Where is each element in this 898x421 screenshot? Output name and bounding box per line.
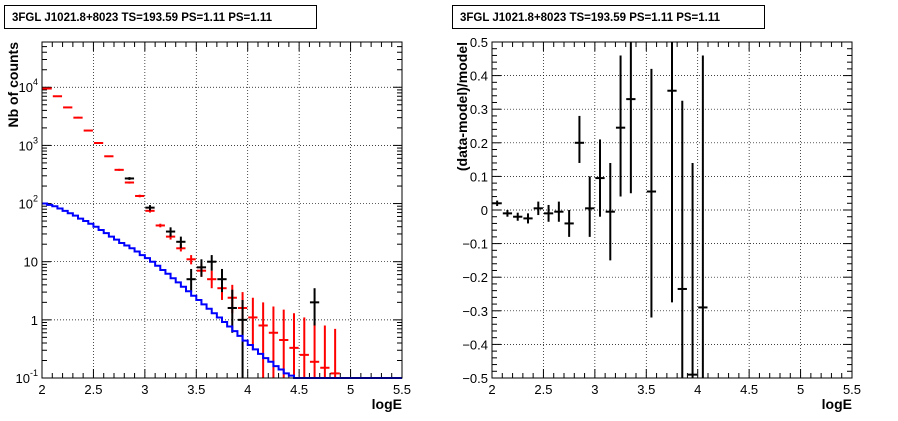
model-step-line xyxy=(42,202,402,379)
data-point xyxy=(145,205,155,211)
y-tick-label: 0.4 xyxy=(470,69,488,84)
data-point xyxy=(268,306,279,378)
data-point xyxy=(320,325,330,378)
x-tick-label: 2.5 xyxy=(84,382,102,397)
x-tick-label: 4 xyxy=(244,382,251,397)
data-point xyxy=(217,268,227,293)
x-tick-label: 3.5 xyxy=(637,382,655,397)
counts-plot: 2 2.5 3 3.5 4 4.5 5 5.5 10-1 1 10 102 103 104 logE Nb o… xyxy=(5,41,411,412)
y-axis-label: (data-model)/model xyxy=(454,42,470,171)
y-tick-label: −0.3 xyxy=(462,304,488,319)
plot-frame xyxy=(41,41,403,379)
data-point xyxy=(289,313,299,378)
data-point xyxy=(492,200,502,206)
data-point xyxy=(533,201,543,216)
data-point xyxy=(196,259,207,277)
left-plot-title: 3FGL J1021.8+8023 TS=193.59 PS=1.11 PS=1… xyxy=(4,5,317,29)
data-point xyxy=(299,317,309,378)
y-axis-label: Nb of counts xyxy=(5,42,21,128)
data-point xyxy=(585,176,595,237)
x-tick-label: 4.5 xyxy=(290,382,308,397)
y-tick-label: 1 xyxy=(31,313,38,328)
y-tick-label: 102 xyxy=(19,194,38,212)
data-point xyxy=(309,322,320,378)
x-tick-label: 2 xyxy=(488,382,495,397)
data-point xyxy=(330,328,340,378)
data-point xyxy=(646,68,657,318)
data-point xyxy=(135,194,145,198)
data-point xyxy=(554,201,564,222)
x-tick-label: 3 xyxy=(141,382,148,397)
y-tick-label: 0.2 xyxy=(470,136,488,151)
y-tick-label: 0.3 xyxy=(470,102,488,117)
data-point xyxy=(207,255,217,271)
data-point xyxy=(626,42,636,194)
residuals-plot: 2 2.5 3 3.5 4 4.5 5 5.5 −0.5 −0.4 −0.3 −0.2 −0.1 0 0.1… xyxy=(454,35,861,412)
y-tick-label: 103 xyxy=(19,135,38,153)
data-point xyxy=(124,177,135,180)
x-tick-label: 5 xyxy=(347,382,354,397)
data-point xyxy=(93,141,104,144)
data-point xyxy=(595,139,605,217)
x-tick-label: 2.5 xyxy=(534,382,552,397)
y-tick-label: −0.2 xyxy=(462,270,488,285)
x-tick-label: 2 xyxy=(38,382,45,397)
data-point xyxy=(114,168,124,171)
y-tick-label: 10-1 xyxy=(16,368,38,386)
y-tick-label: −0.5 xyxy=(462,371,488,386)
x-tick-label: 4.5 xyxy=(740,382,758,397)
data-point xyxy=(687,162,698,378)
y-tick-label: 0 xyxy=(481,203,488,218)
data-point xyxy=(83,129,93,132)
data-point xyxy=(52,95,63,98)
data-point xyxy=(513,212,523,221)
x-tick-label: 5.5 xyxy=(393,382,411,397)
x-tick-label: 5 xyxy=(797,382,804,397)
x-axis-label: logE xyxy=(372,396,402,412)
y-tick-label: −0.1 xyxy=(462,237,488,252)
y-tick-label: 10 xyxy=(24,255,38,270)
y-tick-label: −0.4 xyxy=(462,337,488,352)
x-tick-label: 4 xyxy=(694,382,701,397)
y-tick-label: 104 xyxy=(19,77,38,95)
data-point xyxy=(605,162,615,261)
data-point xyxy=(155,223,165,228)
x-tick-label: 3.5 xyxy=(187,382,205,397)
data-point xyxy=(574,115,585,163)
data-point xyxy=(502,210,513,217)
data-point xyxy=(73,116,83,119)
data-point xyxy=(667,42,677,303)
x-tick-label: 5.5 xyxy=(843,382,861,397)
data-point xyxy=(279,309,289,378)
data-point xyxy=(176,236,186,249)
data-point xyxy=(42,87,52,90)
plot-frame xyxy=(491,41,853,379)
data-point xyxy=(207,270,217,289)
data-point xyxy=(564,210,574,237)
x-axis-label: logE xyxy=(822,396,852,412)
data-point xyxy=(186,268,196,293)
data-point xyxy=(258,302,268,378)
data-point xyxy=(615,55,626,197)
data-point xyxy=(543,204,554,222)
x-tick-label: 3 xyxy=(591,382,598,397)
data-point xyxy=(104,155,114,158)
data-point xyxy=(165,227,176,237)
data-point xyxy=(186,255,196,265)
y-tick-label: 0.1 xyxy=(470,169,488,184)
data-point xyxy=(124,181,135,184)
data-point xyxy=(248,297,258,351)
data-point xyxy=(677,100,687,378)
y-tick-label: 0.5 xyxy=(470,35,488,50)
right-plot-title: 3FGL J1021.8+8023 TS=193.59 PS=1.11 PS=1… xyxy=(452,5,765,29)
data-point xyxy=(698,55,708,378)
data-point xyxy=(523,213,533,224)
data-point xyxy=(309,288,320,326)
data-point xyxy=(63,106,73,109)
